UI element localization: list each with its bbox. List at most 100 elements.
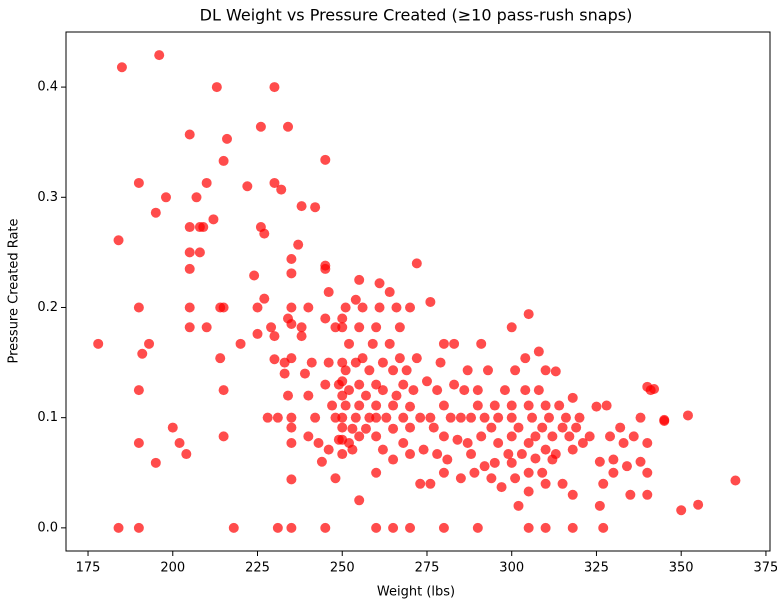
point bbox=[615, 422, 626, 433]
point bbox=[421, 376, 432, 387]
point bbox=[293, 239, 304, 250]
y-axis-label: Pressure Created Rate bbox=[7, 218, 22, 363]
point bbox=[635, 412, 646, 423]
point bbox=[533, 346, 544, 357]
point bbox=[137, 348, 148, 359]
point bbox=[520, 385, 531, 396]
point bbox=[316, 456, 327, 467]
point bbox=[506, 412, 517, 423]
point bbox=[594, 500, 605, 511]
point bbox=[398, 438, 409, 449]
point bbox=[466, 449, 477, 460]
point bbox=[303, 302, 314, 313]
point bbox=[360, 390, 371, 401]
point bbox=[286, 522, 297, 533]
point bbox=[296, 201, 307, 212]
point bbox=[283, 390, 294, 401]
point bbox=[571, 422, 582, 433]
point bbox=[628, 431, 639, 442]
point bbox=[598, 522, 609, 533]
point bbox=[371, 412, 382, 423]
point bbox=[418, 444, 429, 455]
point bbox=[144, 338, 155, 349]
point bbox=[625, 489, 636, 500]
point bbox=[479, 461, 490, 472]
point bbox=[327, 400, 338, 411]
point bbox=[360, 423, 371, 434]
point bbox=[371, 467, 382, 478]
point bbox=[208, 214, 219, 225]
point bbox=[398, 412, 409, 423]
point bbox=[286, 422, 297, 433]
point bbox=[510, 365, 521, 376]
point bbox=[449, 379, 460, 390]
point bbox=[150, 457, 161, 468]
point bbox=[642, 467, 653, 478]
point bbox=[337, 422, 348, 433]
point bbox=[605, 431, 616, 442]
point bbox=[591, 401, 602, 412]
point bbox=[411, 258, 422, 269]
point bbox=[394, 353, 405, 364]
point bbox=[354, 431, 365, 442]
point bbox=[425, 296, 436, 307]
point bbox=[513, 422, 524, 433]
point bbox=[394, 322, 405, 333]
point bbox=[523, 467, 534, 478]
point bbox=[388, 423, 399, 434]
point bbox=[249, 270, 260, 281]
point bbox=[530, 453, 541, 464]
x-tick-label: 175 bbox=[76, 561, 101, 576]
point bbox=[242, 181, 253, 192]
point bbox=[184, 263, 195, 274]
point bbox=[554, 400, 565, 411]
point bbox=[269, 82, 280, 93]
point bbox=[276, 184, 287, 195]
point bbox=[533, 385, 544, 396]
point bbox=[133, 385, 144, 396]
point bbox=[354, 322, 365, 333]
point bbox=[93, 338, 104, 349]
point bbox=[218, 302, 229, 313]
point bbox=[635, 456, 646, 467]
point bbox=[506, 431, 517, 442]
point bbox=[337, 412, 348, 423]
point bbox=[455, 412, 466, 423]
point bbox=[405, 302, 416, 313]
point bbox=[415, 412, 426, 423]
point bbox=[133, 438, 144, 449]
point bbox=[252, 328, 263, 339]
point bbox=[269, 331, 280, 342]
point bbox=[530, 431, 541, 442]
point bbox=[493, 412, 504, 423]
point bbox=[174, 438, 185, 449]
point bbox=[323, 357, 334, 368]
point bbox=[337, 357, 348, 368]
point bbox=[567, 522, 578, 533]
point bbox=[489, 457, 500, 468]
point bbox=[557, 478, 568, 489]
point bbox=[618, 438, 629, 449]
point bbox=[642, 489, 653, 500]
point bbox=[527, 412, 538, 423]
point bbox=[621, 461, 632, 472]
chart-title: DL Weight vs Pressure Created (≥10 pass-… bbox=[200, 6, 633, 25]
point bbox=[303, 390, 314, 401]
y-tick-label: 0.0 bbox=[37, 520, 58, 535]
point bbox=[540, 444, 551, 455]
point bbox=[537, 467, 548, 478]
point bbox=[133, 177, 144, 188]
point bbox=[506, 400, 517, 411]
point bbox=[320, 522, 331, 533]
point bbox=[472, 400, 483, 411]
point bbox=[567, 444, 578, 455]
point bbox=[432, 385, 443, 396]
point bbox=[540, 365, 551, 376]
point bbox=[405, 522, 416, 533]
point bbox=[513, 500, 524, 511]
point bbox=[405, 401, 416, 412]
point bbox=[486, 422, 497, 433]
point bbox=[544, 412, 555, 423]
point bbox=[584, 431, 595, 442]
